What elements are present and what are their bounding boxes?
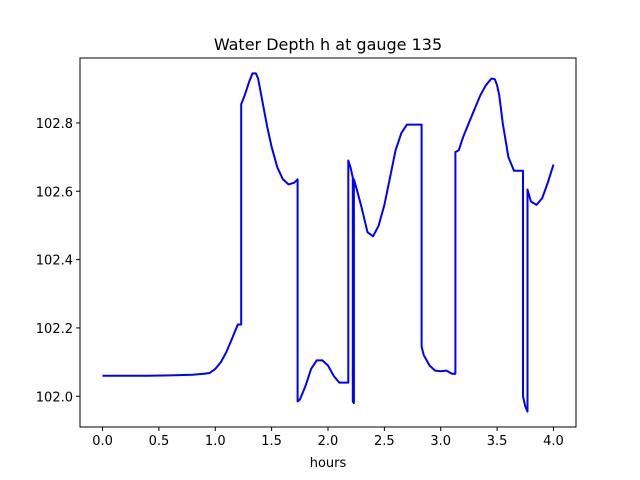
x-tick-label: 3.0 <box>430 434 451 449</box>
x-tick-label: 1.0 <box>205 434 226 449</box>
y-tick-label: 102.0 <box>36 390 73 405</box>
chart-title: Water Depth h at gauge 135 <box>214 35 442 54</box>
plot-lines <box>102 72 555 413</box>
y-tick-label: 102.4 <box>36 254 73 269</box>
x-tick-label: 2.5 <box>374 434 395 449</box>
series-line-1 <box>102 72 555 413</box>
x-axis: 0.0 0.5 1.0 1.5 2.0 2.5 3.0 3.5 4.0 <box>92 427 564 449</box>
y-tick-label: 102.6 <box>36 185 73 200</box>
x-tick-label: 0.5 <box>149 434 170 449</box>
x-tick-label: 1.5 <box>261 434 282 449</box>
x-axis-label: hours <box>310 456 347 471</box>
y-axis: 102.0 102.2 102.4 102.6 102.8 <box>36 117 80 405</box>
y-tick-label: 102.2 <box>36 322 73 337</box>
x-tick-label: 3.5 <box>487 434 508 449</box>
y-tick-label: 102.8 <box>36 117 73 132</box>
x-tick-label: 2.0 <box>318 434 339 449</box>
x-tick-label: 4.0 <box>543 434 564 449</box>
x-tick-label: 0.0 <box>92 434 113 449</box>
